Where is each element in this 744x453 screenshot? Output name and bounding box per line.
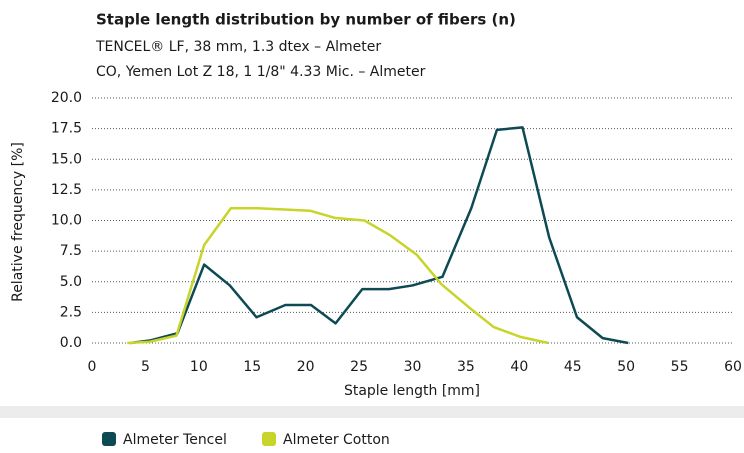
x-tick-label: 5 xyxy=(141,359,150,375)
y-tick-label: 12.5 xyxy=(51,182,82,198)
y-axis-label: Relative frequency [%] xyxy=(10,142,26,302)
x-tick-label: 50 xyxy=(617,359,635,375)
x-tick-label: 10 xyxy=(190,359,208,375)
y-tick-label: 10.0 xyxy=(51,213,82,229)
y-tick-label: 2.5 xyxy=(60,304,82,320)
y-tick-label: 17.5 xyxy=(51,121,82,137)
subtitle: TENCEL® LF, 38 mm, 1.3 dtex – Almeter xyxy=(95,39,381,55)
separator-band xyxy=(0,406,744,418)
x-tick-label: 0 xyxy=(88,359,97,375)
x-tick-label: 20 xyxy=(297,359,315,375)
legend-swatch xyxy=(262,432,276,446)
legend-label: Almeter Tencel xyxy=(123,432,227,448)
y-tick-label: 20.0 xyxy=(51,90,82,106)
y-tick-label: 0.0 xyxy=(60,335,82,351)
x-tick-label: 60 xyxy=(724,359,742,375)
x-axis-label: Staple length [mm] xyxy=(344,383,480,399)
x-tick-label: 45 xyxy=(564,359,582,375)
x-tick-label: 40 xyxy=(510,359,528,375)
y-tick-label: 5.0 xyxy=(60,274,82,290)
x-tick-label: 25 xyxy=(350,359,368,375)
subtitle: CO, Yemen Lot Z 18, 1 1/8" 4.33 Mic. – A… xyxy=(96,64,426,80)
x-tick-label: 35 xyxy=(457,359,475,375)
chart-title: Staple length distribution by number of … xyxy=(96,11,516,29)
x-tick-label: 15 xyxy=(243,359,261,375)
y-tick-label: 15.0 xyxy=(51,151,82,167)
y-tick-label: 7.5 xyxy=(60,243,82,259)
x-tick-label: 30 xyxy=(404,359,422,375)
data-line xyxy=(130,126,629,345)
x-tick-label: 55 xyxy=(671,359,689,375)
legend-label: Almeter Cotton xyxy=(283,432,390,448)
data-line xyxy=(127,207,549,345)
legend-swatch xyxy=(102,432,116,446)
